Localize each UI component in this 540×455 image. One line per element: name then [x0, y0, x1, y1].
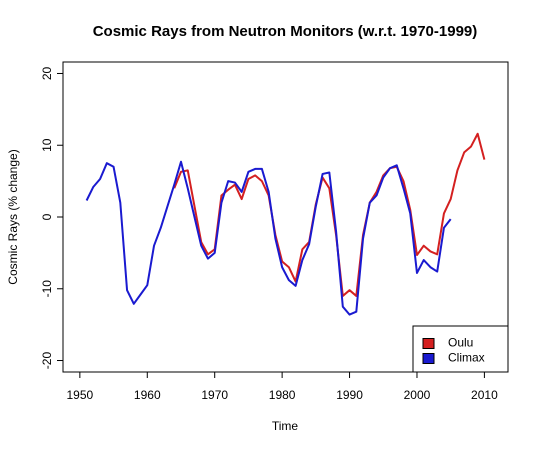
x-tick-label: 1980	[269, 388, 296, 402]
x-tick-label: 1970	[201, 388, 228, 402]
series-line	[173, 132, 486, 297]
y-tick-label: -10	[40, 280, 54, 298]
legend-label: Oulu	[448, 336, 473, 350]
x-tick-label: 2000	[404, 388, 431, 402]
x-axis-title: Time	[272, 419, 299, 433]
y-tick-label: 10	[40, 138, 54, 152]
y-tick-label: -20	[40, 352, 54, 370]
x-tick-label: 1990	[336, 388, 363, 402]
x-tick-label: 1960	[134, 388, 161, 402]
legend-swatch	[422, 353, 435, 364]
chart-title: Cosmic Rays from Neutron Monitors (w.r.t…	[93, 23, 478, 40]
x-tick-label: 2010	[471, 388, 498, 402]
legend-label: Climax	[448, 351, 485, 365]
x-tick-label: 1950	[67, 388, 94, 402]
y-tick-label: 0	[40, 213, 54, 220]
y-tick-label: 20	[40, 66, 54, 80]
series-line	[85, 160, 452, 316]
y-axis-title: Cosmic Rays (% change)	[6, 149, 20, 284]
legend-swatch	[422, 338, 435, 349]
